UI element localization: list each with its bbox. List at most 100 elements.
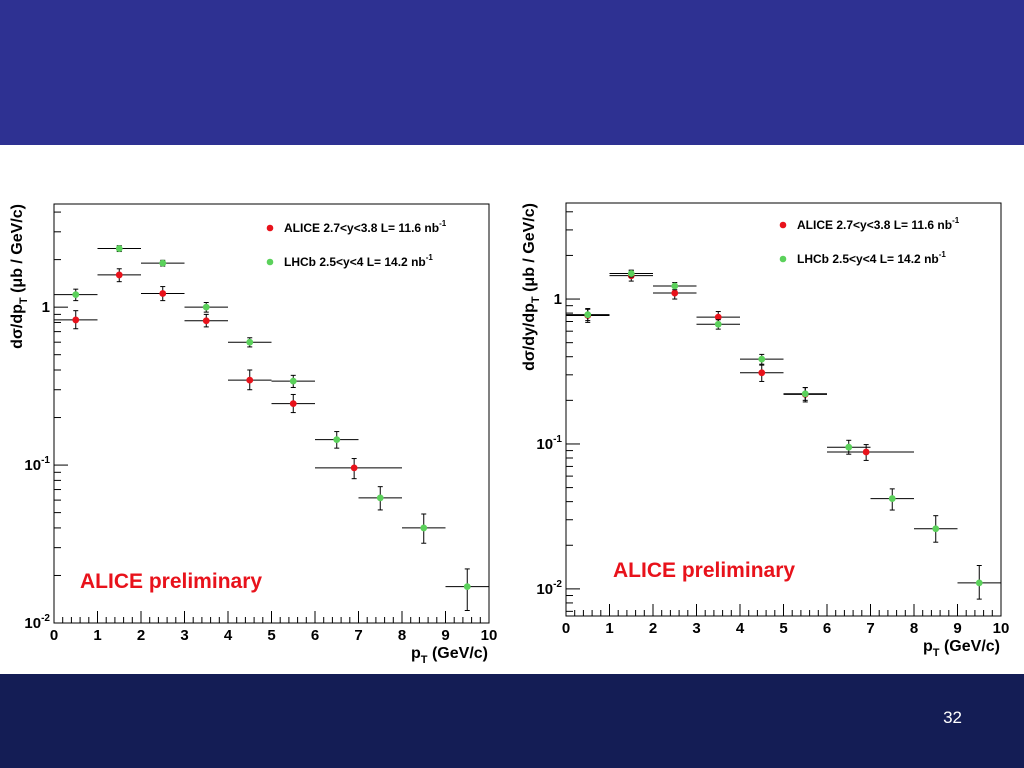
alice-marker bbox=[862, 448, 870, 456]
y-axis-label: dσ/dy/dpT (μb / GeV/c) bbox=[521, 203, 542, 371]
y-tick-label: 1 bbox=[554, 291, 562, 308]
alice-data-point bbox=[184, 313, 228, 328]
lhcb-data-point bbox=[315, 431, 359, 449]
lhcb-marker bbox=[888, 495, 896, 502]
alice-marker bbox=[115, 271, 123, 279]
lhcb-marker bbox=[975, 579, 983, 587]
alice-marker bbox=[202, 317, 210, 325]
x-tick-label: 10 bbox=[993, 620, 1010, 637]
chart-panel bbox=[0, 190, 545, 674]
lhcb-marker bbox=[420, 524, 428, 532]
x-axis-label: pT (GeV/c) bbox=[923, 638, 1000, 659]
slide-header-band bbox=[0, 0, 1024, 145]
x-tick-label: 3 bbox=[180, 627, 188, 644]
alice-preliminary-watermark: ALICE preliminary bbox=[80, 570, 262, 593]
x-tick-label: 4 bbox=[736, 620, 745, 637]
lhcb-data-point bbox=[827, 439, 871, 455]
y-tick-label: 10-1 bbox=[24, 455, 50, 474]
lhcb-data-point bbox=[957, 565, 1001, 600]
x-tick-label: 9 bbox=[441, 627, 449, 644]
x-tick-label: 3 bbox=[692, 620, 700, 637]
x-tick-label: 6 bbox=[823, 620, 831, 637]
alice-data-point bbox=[54, 310, 98, 330]
lhcb-marker bbox=[72, 291, 80, 299]
lhcb-data-point bbox=[914, 515, 958, 543]
alice-marker bbox=[289, 400, 297, 408]
alice-data-point bbox=[271, 393, 315, 414]
lhcb-marker bbox=[376, 494, 384, 502]
x-tick-label: 1 bbox=[605, 620, 613, 637]
x-tick-label: 9 bbox=[953, 620, 961, 637]
lhcb-data-point bbox=[402, 513, 446, 544]
x-tick-label: 8 bbox=[398, 627, 406, 644]
x-tick-label: 2 bbox=[649, 620, 657, 637]
alice-marker bbox=[350, 464, 358, 472]
y-tick-label: 1 bbox=[42, 299, 50, 316]
alice-marker bbox=[246, 376, 254, 384]
lhcb-data-point bbox=[97, 245, 141, 253]
y-tick-label: 10-2 bbox=[536, 579, 562, 598]
x-tick-label: 0 bbox=[50, 627, 58, 644]
lhcb-data-point bbox=[870, 488, 914, 511]
y-tick-label: 10-1 bbox=[536, 434, 562, 453]
lhcb-data-point bbox=[228, 337, 272, 348]
alice-marker bbox=[671, 289, 679, 297]
chart-panel bbox=[545, 190, 1024, 674]
lhcb-marker bbox=[159, 259, 167, 267]
lhcb-marker bbox=[714, 320, 722, 328]
lhcb-marker bbox=[333, 436, 341, 443]
lhcb-data-point bbox=[566, 308, 610, 322]
lhcb-data-point bbox=[141, 259, 185, 267]
alice-data-point bbox=[740, 364, 784, 382]
alice-data-point bbox=[827, 444, 914, 461]
x-axis-label: pT (GeV/c) bbox=[411, 645, 488, 666]
legend-marker-alice bbox=[266, 224, 274, 232]
lhcb-marker bbox=[758, 355, 766, 363]
legend-label-alice: ALICE 2.7<y<3.8 L= 11.6 nb-1 bbox=[284, 219, 447, 235]
slide-number: 32 bbox=[943, 708, 962, 727]
slide-footer-band bbox=[0, 674, 1024, 768]
alice-marker bbox=[72, 316, 80, 324]
lhcb-marker bbox=[671, 282, 679, 290]
alice-data-point bbox=[97, 268, 141, 283]
x-tick-label: 5 bbox=[267, 627, 275, 644]
lhcb-data-point bbox=[740, 353, 784, 365]
lhcb-marker bbox=[801, 390, 809, 398]
legend-label-lhcb: LHCb 2.5<y<4 L= 14.2 nb-1 bbox=[284, 253, 433, 269]
alice-data-point bbox=[141, 286, 185, 302]
lhcb-data-point bbox=[271, 374, 315, 388]
y-tick-label: 10-2 bbox=[24, 613, 50, 632]
alice-data-point bbox=[228, 369, 272, 391]
lhcb-marker bbox=[246, 338, 254, 346]
x-tick-label: 5 bbox=[779, 620, 787, 637]
lhcb-marker bbox=[202, 303, 210, 311]
lhcb-marker bbox=[115, 245, 123, 252]
lhcb-data-point bbox=[445, 568, 489, 611]
legend-label-alice: ALICE 2.7<y<3.8 L= 11.6 nb-1 bbox=[797, 216, 960, 232]
lhcb-data-point bbox=[184, 302, 228, 313]
lhcb-marker bbox=[845, 443, 853, 451]
lhcb-data-point bbox=[609, 269, 653, 278]
alice-marker bbox=[714, 313, 722, 321]
lhcb-data-point bbox=[653, 282, 697, 291]
x-tick-label: 2 bbox=[137, 627, 145, 644]
legend-marker-lhcb bbox=[266, 258, 274, 266]
x-tick-label: 8 bbox=[910, 620, 918, 637]
lhcb-data-point bbox=[54, 288, 98, 302]
legend-marker-alice bbox=[779, 221, 787, 229]
lhcb-marker bbox=[584, 311, 592, 319]
x-tick-label: 1 bbox=[93, 627, 101, 644]
lhcb-data-point bbox=[783, 387, 827, 401]
x-tick-label: 7 bbox=[866, 620, 874, 637]
x-tick-label: 10 bbox=[481, 627, 498, 644]
lhcb-data-point bbox=[358, 486, 402, 511]
alice-preliminary-watermark: ALICE preliminary bbox=[613, 559, 795, 582]
x-tick-label: 0 bbox=[562, 620, 570, 637]
alice-marker bbox=[159, 290, 167, 297]
lhcb-data-point bbox=[696, 319, 740, 330]
lhcb-marker bbox=[289, 377, 297, 385]
lhcb-marker bbox=[627, 270, 635, 277]
lhcb-marker bbox=[932, 525, 940, 533]
